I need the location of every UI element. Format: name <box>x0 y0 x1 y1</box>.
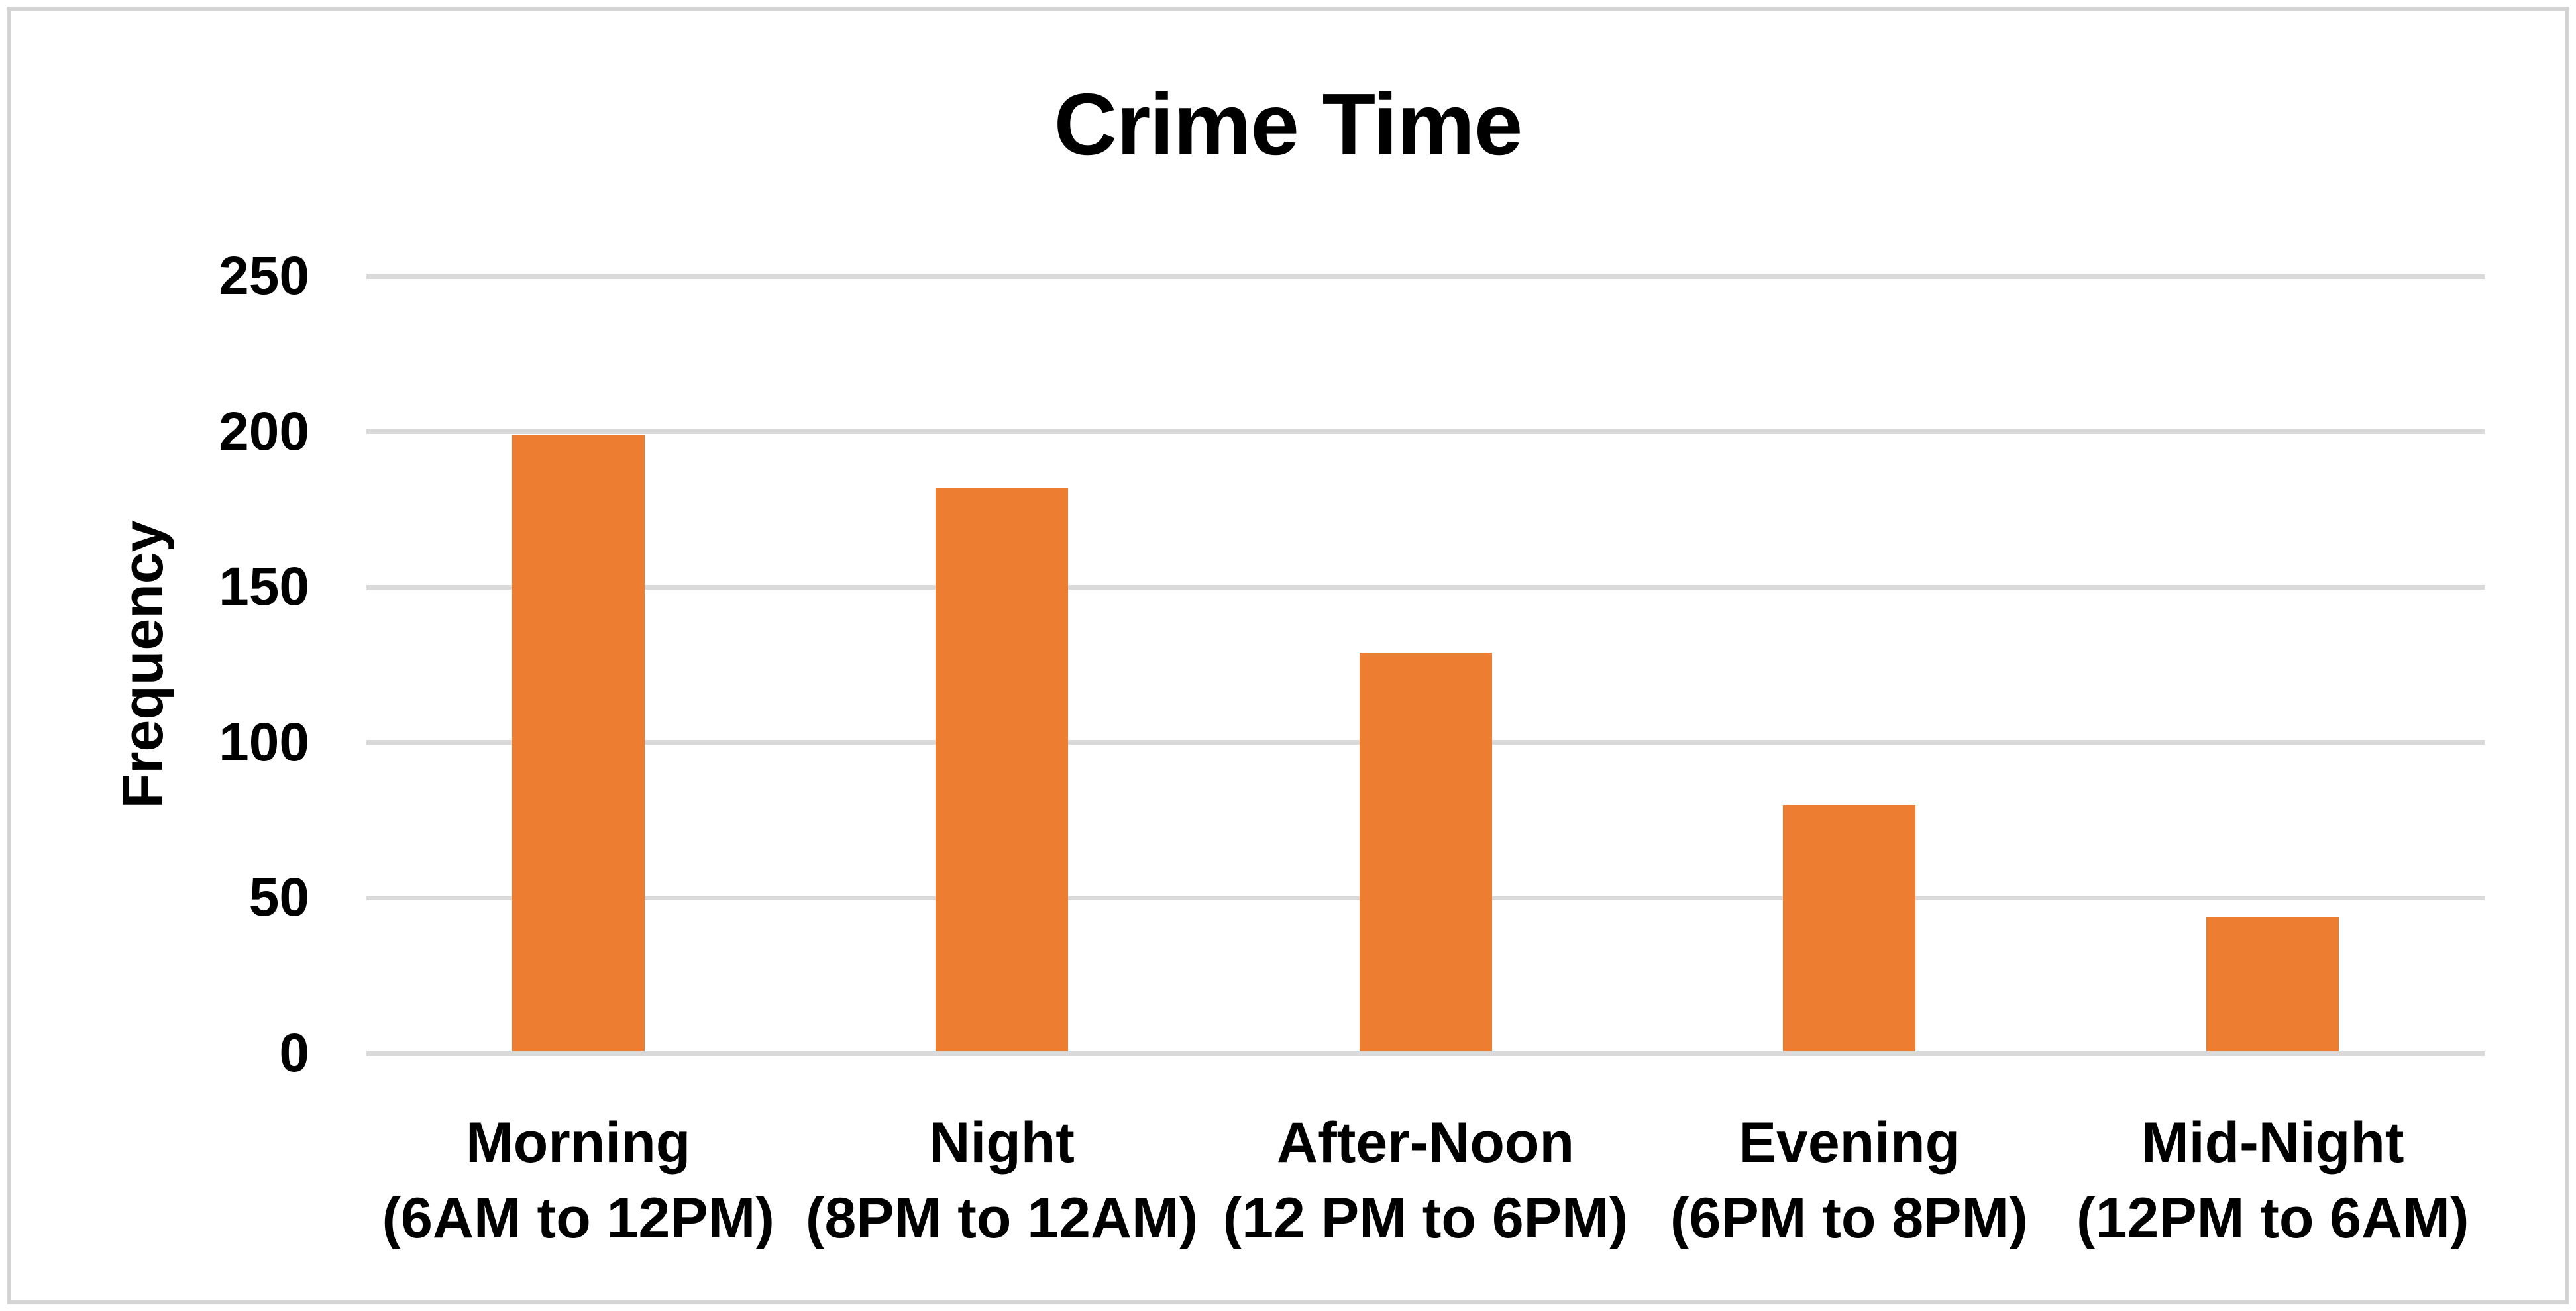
y-tick-label-250: 250 <box>219 246 309 306</box>
y-tick-label-50: 50 <box>248 867 309 928</box>
bar-mid-night[interactable] <box>2206 916 2339 1051</box>
x-category-name: Evening <box>1738 1111 1960 1175</box>
x-category-label-after-noon: After-Noon (12 PM to 6PM) <box>1214 1105 1637 1256</box>
x-category-label-morning: Morning (6AM to 12PM) <box>366 1105 790 1256</box>
x-category-name: Morning <box>466 1111 691 1175</box>
bar-after-noon[interactable] <box>1359 652 1492 1051</box>
bar-night[interactable] <box>936 488 1069 1051</box>
x-category-name: After-Noon <box>1276 1111 1574 1175</box>
gridline-y-250 <box>366 274 2485 279</box>
y-tick-label-0: 0 <box>279 1023 309 1083</box>
x-category-label-evening: Evening (6PM to 8PM) <box>1637 1105 2061 1256</box>
x-category-name: Night <box>929 1111 1075 1175</box>
gridline-y-0 <box>366 1051 2485 1056</box>
x-category-time-range: (12 PM to 6PM) <box>1222 1186 1629 1250</box>
y-tick-label-150: 150 <box>219 556 309 617</box>
gridline-y-150 <box>366 584 2485 590</box>
bar-morning[interactable] <box>511 435 645 1051</box>
chart-title: Crime Time <box>1053 76 1523 173</box>
y-tick-label-100: 100 <box>219 711 309 772</box>
bar-evening[interactable] <box>1782 804 1915 1051</box>
x-category-label-mid-night: Mid-Night (12PM to 6AM) <box>2061 1105 2485 1256</box>
x-category-label-night: Night (8PM to 12AM) <box>790 1105 1213 1256</box>
x-category-time-range: (6PM to 8PM) <box>1670 1186 2028 1250</box>
x-category-time-range: (6AM to 12PM) <box>382 1186 775 1250</box>
y-tick-label-200: 200 <box>219 401 309 462</box>
x-category-time-range: (8PM to 12AM) <box>805 1186 1199 1250</box>
gridline-y-200 <box>366 429 2485 435</box>
x-category-name: Mid-Night <box>2141 1111 2404 1175</box>
x-category-time-range: (12PM to 6AM) <box>2076 1186 2469 1250</box>
